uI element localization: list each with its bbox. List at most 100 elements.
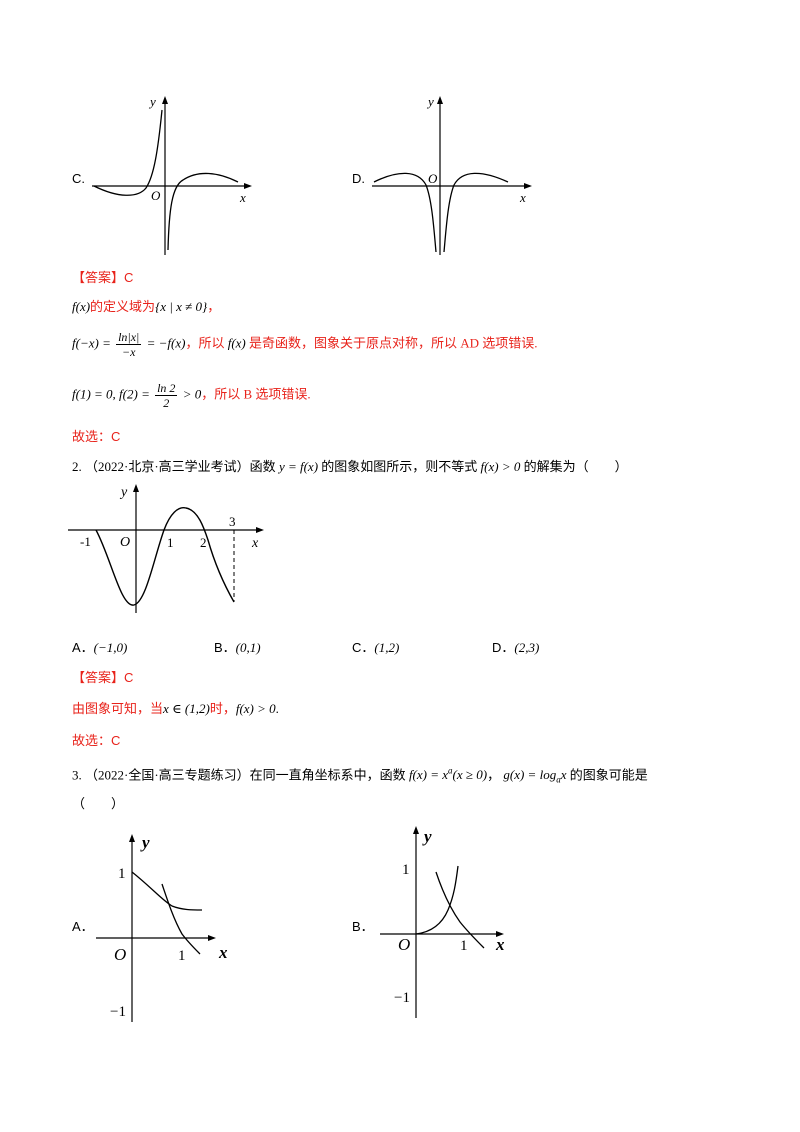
x-label: x [218, 943, 228, 962]
x-arrow [496, 931, 504, 937]
math-log-function: g(x) = logax [503, 767, 567, 785]
text: ，所以 B 选项错误. [201, 386, 311, 402]
option-b[interactable]: B．(0,1) [214, 639, 261, 657]
y-label: y [148, 94, 156, 109]
math-y-fx: y = f(x) [278, 459, 319, 474]
tick-label-neg1: −1 [110, 1004, 126, 1020]
option-value: (0,1) [235, 640, 261, 655]
curve-left [373, 172, 437, 253]
q3-paren: （ ） [72, 796, 125, 811]
question-source: （2022·全国·高三专题练习） [85, 767, 250, 783]
graph-option-d: y x O [372, 94, 532, 255]
q1-solution-line1: f(x)的定义域为{x | x ≠ 0}， [72, 298, 220, 316]
q1-solution-line2: f(−x) = ln|x| −x = −f(x)，所以 f(x) 是奇函数，图象关… [72, 330, 538, 359]
text: ， [487, 767, 501, 783]
curve-left [93, 109, 163, 196]
text: 时， [209, 701, 236, 716]
q3-graph-b: y x O 1 1 −1 [380, 826, 505, 1018]
q3-graph-a: y x O 1 1 −1 [96, 833, 228, 1022]
y-arrow [133, 484, 139, 492]
y-label: y [140, 833, 150, 852]
origin-label: O [120, 535, 130, 550]
question-number: 3. [72, 767, 82, 783]
option-letter: A． [72, 640, 94, 655]
q2-stem: 2. （2022·北京·高三学业考试）函数 y = f(x) 的图象如图所示，则… [72, 458, 628, 476]
q1-choice: 故选：C [72, 429, 121, 444]
question-number: 2. [72, 459, 82, 474]
tick-label-1: 1 [167, 535, 174, 550]
option-value: (2,3) [514, 640, 540, 655]
text: 的解集为（ ） [523, 459, 628, 474]
curve-right [167, 172, 239, 251]
q2-options: A．(−1,0) B．(0,1) C．(1,2) D．(2,3) [72, 639, 772, 657]
tick-label-1-x: 1 [178, 948, 186, 964]
x-arrow [524, 183, 532, 189]
math-fx-gt-0: f(x) > 0 [235, 701, 276, 716]
q3-option-a-label: A． [72, 919, 94, 934]
text: 函数 [249, 459, 276, 474]
origin-label: O [151, 188, 161, 203]
math-f-neg-x: f(−x) = [72, 335, 111, 351]
q3-option-b-label: B． [352, 919, 374, 934]
text: ，所以 [185, 335, 225, 351]
math-power-function: f(x) = xa(x ≥ 0) [408, 766, 488, 783]
option-c-label: C. [72, 171, 85, 186]
option-c[interactable]: C．(1,2) [352, 639, 399, 657]
x-arrow [256, 527, 264, 533]
tick-label-1-x: 1 [460, 938, 468, 954]
y-arrow [129, 834, 135, 842]
x-label: x [251, 536, 259, 551]
option-value: (1,2) [374, 640, 400, 655]
math-values: f(1) = 0, f(2) = [72, 386, 150, 402]
curve-right [443, 172, 509, 253]
graph-option-c: y x O [92, 94, 252, 255]
text: 由图象可知，当 [72, 701, 164, 716]
y-arrow [437, 96, 443, 104]
math-domain-set: {x | x ≠ 0} [155, 299, 208, 314]
q2-function-graph: y x O -1 1 2 3 [68, 484, 264, 613]
x-arrow [244, 183, 252, 189]
tick-label-neg1: −1 [394, 990, 410, 1006]
text: ， [207, 299, 221, 314]
x-label: x [495, 935, 505, 954]
math-fx-gt-0: f(x) > 0 [480, 459, 521, 474]
text: . [275, 701, 279, 716]
option-d-label: D. [352, 171, 365, 186]
option-letter: B． [214, 640, 236, 655]
text: 是奇函数，图象关于原点对称，所以 AD 选项错误. [249, 335, 538, 351]
log-curve [435, 871, 485, 949]
x-arrow [208, 935, 216, 941]
power-curve [415, 865, 459, 935]
tick-label-2: 2 [200, 535, 207, 550]
q3-stem: 3. （2022·全国·高三专题练习）在同一直角坐标系中，函数 f(x) = x… [72, 762, 648, 789]
math-rhs: = −f(x) [146, 335, 186, 351]
text: 的定义域为 [90, 299, 156, 314]
math-fx: f(x) [72, 299, 91, 314]
denominator: 2 [163, 396, 170, 410]
curve [95, 507, 235, 606]
tick-label-neg1: -1 [80, 534, 91, 549]
origin-label: O [114, 945, 126, 964]
option-letter: D． [492, 640, 515, 655]
numerator: ln 2 [155, 381, 178, 396]
x-label: x [519, 190, 526, 205]
q2-answer-label: 【答案】C [72, 670, 134, 685]
q2-choice: 故选：C [72, 733, 121, 748]
q1-answer-label: 【答案】C [72, 270, 134, 285]
x-label: x [239, 190, 246, 205]
y-label: y [426, 94, 434, 109]
y-arrow [162, 96, 168, 104]
question-source: （2022·北京·高三学业考试） [85, 459, 250, 474]
option-letter: C． [352, 640, 375, 655]
option-a[interactable]: A．(−1,0) [72, 639, 127, 657]
tick-label-1-y: 1 [118, 866, 126, 882]
tick-label-3: 3 [229, 514, 236, 529]
y-label: y [119, 485, 128, 500]
math-gt-zero: > 0 [182, 386, 202, 402]
text: 的图象如图所示，则不等式 [321, 459, 478, 474]
math-fx: f(x) [227, 335, 246, 351]
option-d[interactable]: D．(2,3) [492, 639, 539, 657]
y-arrow [413, 826, 419, 834]
